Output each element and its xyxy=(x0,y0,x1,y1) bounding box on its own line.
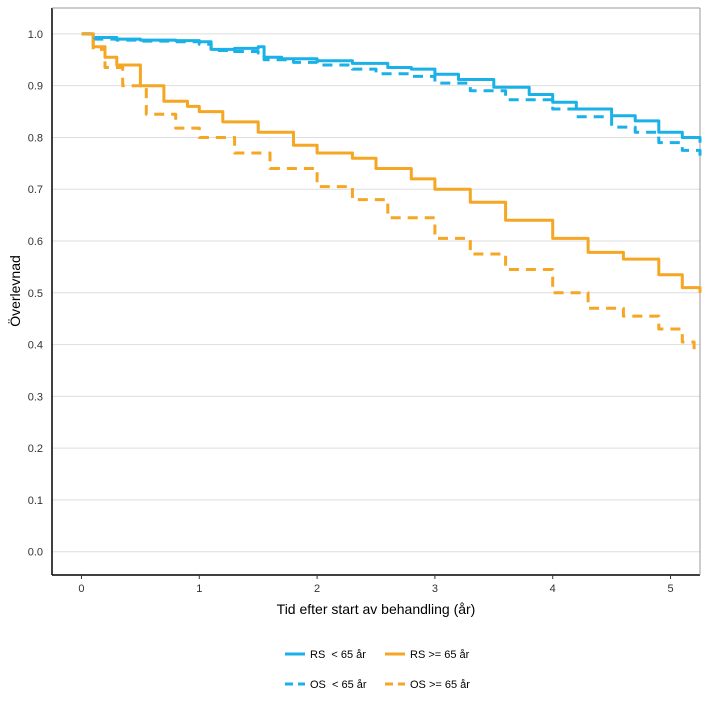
legend-label-0: RS < 65 år xyxy=(310,649,366,661)
y-tick-label: 0.9 xyxy=(28,81,43,93)
y-tick-label: 0.3 xyxy=(28,391,43,403)
x-tick-label: 3 xyxy=(432,583,438,595)
x-tick-label: 5 xyxy=(667,583,673,595)
y-tick-label: 0.8 xyxy=(28,132,43,144)
series-line-1 xyxy=(81,32,702,293)
legend: RS < 65 år RS >= 65 år OS < 65 år OS >= 65 … xyxy=(285,649,470,691)
y-tick-label: 0.6 xyxy=(28,236,43,248)
gridlines xyxy=(52,33,700,553)
x-tick-label: 2 xyxy=(314,583,320,595)
x-tick-label: 4 xyxy=(550,583,556,595)
x-tick-label: 0 xyxy=(78,583,84,595)
series-line-0 xyxy=(81,32,702,143)
series-lines xyxy=(81,32,702,353)
x-tick-label: 1 xyxy=(196,583,202,595)
y-tick-label: 0.2 xyxy=(28,443,43,455)
y-tick-label: 0.1 xyxy=(28,495,43,507)
legend-label-3: OS >= 65 år xyxy=(410,679,470,691)
y-tick-label: 0.4 xyxy=(28,340,43,352)
y-tick-label: 1.0 xyxy=(28,29,43,41)
series-line-2 xyxy=(81,32,702,156)
series-line-3 xyxy=(81,32,696,353)
y-axis-title: Överlevnad xyxy=(6,255,23,327)
y-tick-label: 0.0 xyxy=(28,547,43,559)
x-axis-title: Tid efter start av behandling (år) xyxy=(277,601,476,617)
legend-label-2: OS < 65 år xyxy=(310,679,367,691)
y-tick-labels: 0.0 0.1 0.2 0.3 0.4 0.5 0.6 0.7 0.8 0.9 1.0 xyxy=(28,29,43,559)
y-tick-label: 0.7 xyxy=(28,184,43,196)
y-tick-label: 0.5 xyxy=(28,288,43,300)
legend-label-1: RS >= 65 år xyxy=(410,649,470,661)
x-tick-labels: 0 1 2 3 4 5 xyxy=(78,575,674,595)
